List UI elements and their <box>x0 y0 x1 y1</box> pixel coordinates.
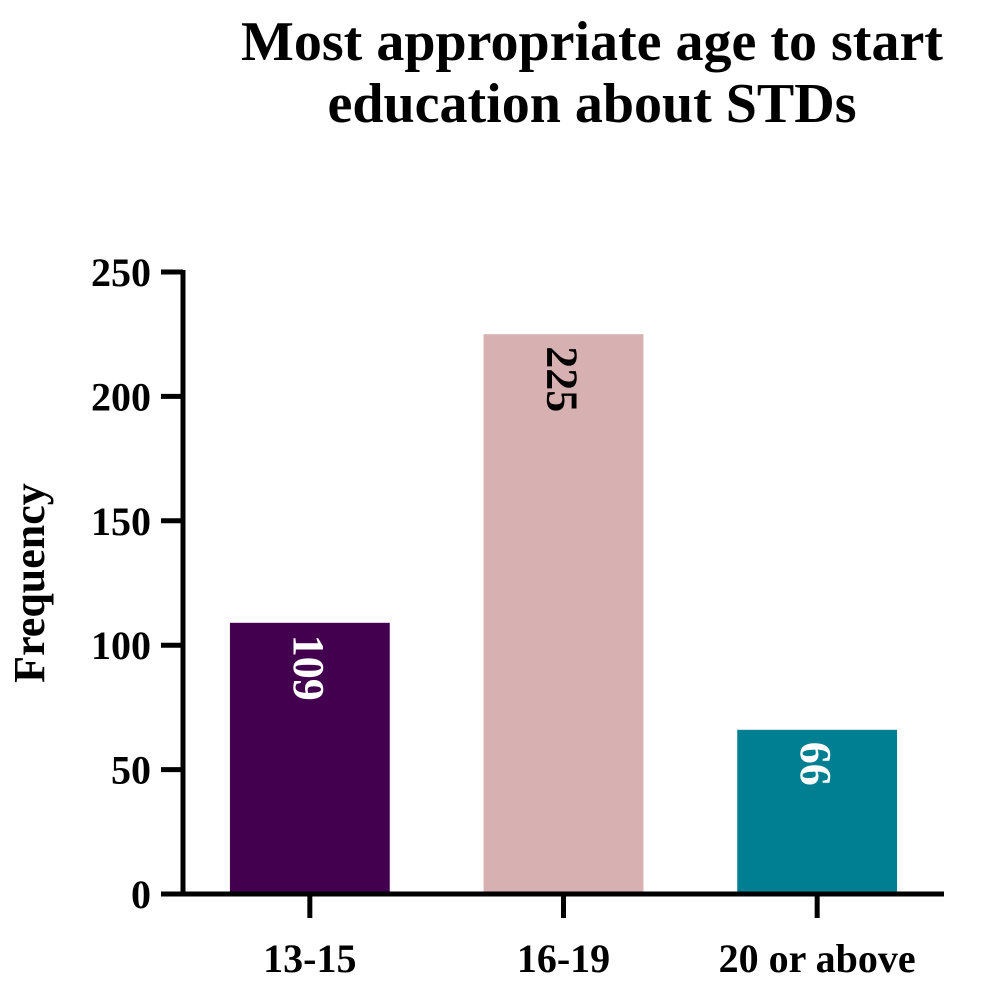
x-tick-label: 20 or above <box>719 936 916 981</box>
chart-title-line-2: education about STDs <box>327 73 856 135</box>
y-axis-label: Frequency <box>5 483 54 683</box>
bar-20-or-above <box>737 729 898 894</box>
y-tick-label: 150 <box>91 499 151 544</box>
bar-16-19 <box>483 334 644 894</box>
bar-value-label: 109 <box>284 635 333 701</box>
bar-value-label: 66 <box>791 742 840 786</box>
y-tick-label: 250 <box>91 250 151 295</box>
y-axis-ticks: 0 50 100 150 200 250 <box>91 250 183 917</box>
x-tick-label: 13-15 <box>263 936 356 981</box>
bar-13-15 <box>229 622 390 894</box>
y-tick-label: 100 <box>91 623 151 668</box>
y-tick-label: 0 <box>131 872 151 917</box>
y-tick-label: 50 <box>111 748 151 793</box>
chart-title-line-1: Most appropriate age to start <box>241 11 943 73</box>
bar-value-label: 225 <box>538 346 587 412</box>
x-axis-ticks: 13-15 16-19 20 or above <box>263 894 916 981</box>
y-tick-label: 200 <box>91 374 151 419</box>
x-tick-label: 16-19 <box>517 936 610 981</box>
bars-group: 109 225 66 <box>229 334 898 894</box>
